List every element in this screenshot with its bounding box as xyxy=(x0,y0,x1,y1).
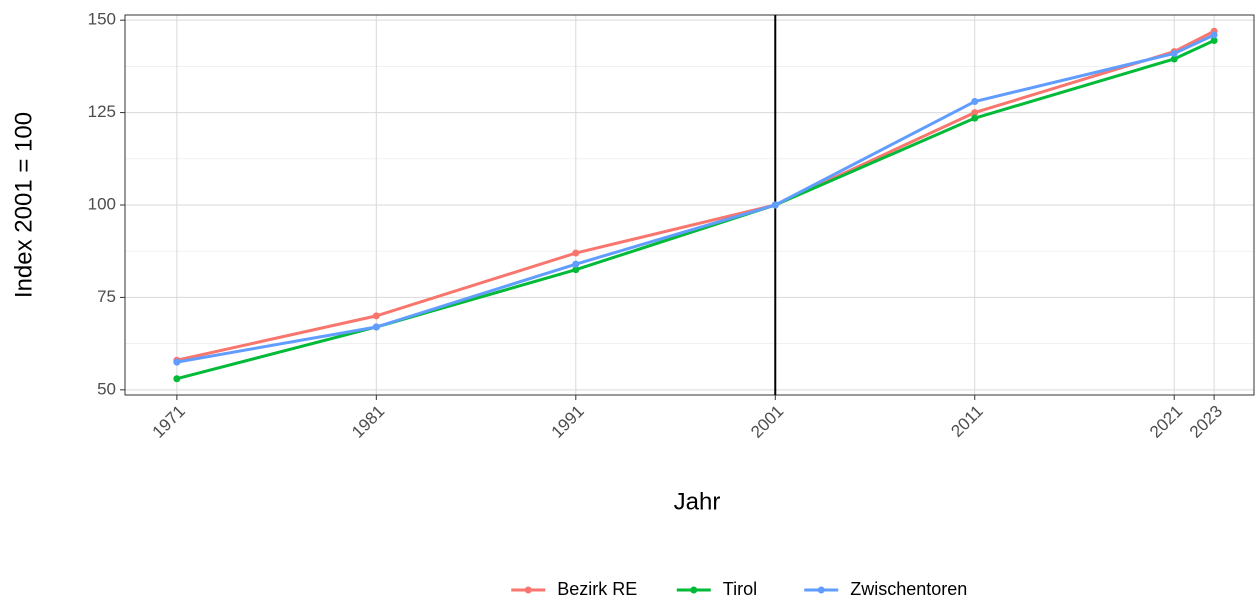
panel-border xyxy=(124,14,1255,396)
series-line xyxy=(176,39,1215,381)
legend-label: Zwischentoren xyxy=(850,579,967,599)
legend-swatch-point xyxy=(817,586,825,594)
x-tick-label: 2001 xyxy=(747,402,787,442)
point xyxy=(1170,49,1178,57)
x-tick-label: 2021 xyxy=(1146,402,1186,442)
legend-label: Bezirk RE xyxy=(557,579,637,599)
y-tick-label: 50 xyxy=(97,379,116,398)
legend-swatch-point xyxy=(690,586,698,594)
point xyxy=(771,201,779,209)
x-axis-title: Jahr xyxy=(674,488,721,515)
point xyxy=(572,266,580,274)
point xyxy=(1210,37,1218,45)
point xyxy=(971,114,979,122)
legend-label: Tirol xyxy=(723,579,757,599)
series-line xyxy=(176,33,1215,364)
x-tick-label: 1991 xyxy=(548,402,588,442)
legend-swatch-point xyxy=(524,586,532,594)
point xyxy=(372,312,380,320)
point xyxy=(173,358,181,366)
y-tick-label: 150 xyxy=(88,10,116,29)
point xyxy=(372,323,380,331)
x-tick-label: 2023 xyxy=(1186,402,1226,442)
point xyxy=(572,249,580,257)
point xyxy=(971,109,979,117)
point xyxy=(1210,31,1218,39)
y-axis-title: Index 2001 = 100 xyxy=(10,112,37,298)
point xyxy=(173,375,181,383)
point xyxy=(971,97,979,105)
y-tick-label: 75 xyxy=(97,287,116,306)
point xyxy=(1170,55,1178,63)
x-tick-label: 2011 xyxy=(947,402,986,441)
x-tick-label: 1981 xyxy=(348,402,388,442)
y-tick-label: 100 xyxy=(88,194,116,213)
point xyxy=(572,260,580,268)
x-tick-label: 1971 xyxy=(149,402,189,442)
y-tick-label: 125 xyxy=(88,102,116,121)
